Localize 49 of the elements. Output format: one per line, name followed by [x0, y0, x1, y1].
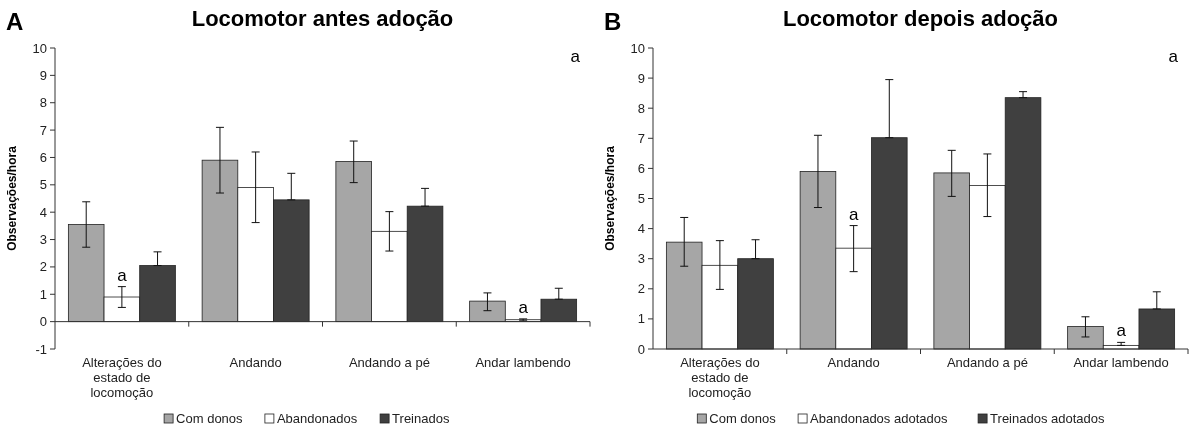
- y-tick-label: 4: [39, 204, 47, 220]
- legend-label: Com donos: [176, 411, 244, 426]
- y-tick-label: 1: [637, 311, 645, 327]
- y-tick-label: 5: [39, 177, 47, 193]
- annotation: a: [518, 297, 529, 317]
- text: B: [604, 8, 622, 35]
- y-axis-title: Observações/hora: [5, 145, 19, 251]
- y-axis-title: Observações/hora: [603, 145, 617, 251]
- y-tick-label: 0: [637, 341, 645, 357]
- chart-title: Locomotor depois adoção: [782, 6, 1059, 31]
- x-tick-label: Alterações do estado de locomoção: [82, 355, 162, 400]
- y-tick-label: 10: [630, 40, 645, 56]
- y-tick-label: 2: [637, 281, 645, 297]
- y-tick-label: 10: [32, 40, 47, 56]
- y-tick-label: 4: [637, 221, 645, 237]
- y-tick-label: 3: [39, 232, 47, 248]
- y-tick-label: -1: [35, 341, 47, 357]
- y-tick-label: 0: [39, 314, 47, 330]
- legend-label: Abandonados adotados: [810, 411, 948, 426]
- y-tick-label: 6: [39, 150, 47, 165]
- x-tick-label: Andando a pé: [946, 355, 1028, 370]
- y-tick-label: 7: [39, 122, 47, 138]
- annotation: a: [848, 204, 859, 224]
- y-tick-label: 2: [39, 259, 47, 275]
- y-tick-label: 5: [637, 191, 645, 207]
- y-tick-label: 8: [39, 95, 47, 111]
- x-tick-label: Alterações do estado de locomoção: [680, 355, 760, 400]
- x-tick-label: Andando a pé: [348, 355, 430, 370]
- chart-title: Locomotor antes adoção: [191, 6, 454, 31]
- legend-label: Treinados: [392, 411, 450, 426]
- text: A: [6, 8, 24, 35]
- annotation: a: [570, 47, 581, 66]
- y-tick-label: 7: [637, 130, 645, 146]
- y-tick-label: 1: [39, 286, 47, 302]
- annotation: a: [117, 265, 128, 285]
- annotation: a: [1168, 47, 1179, 66]
- x-tick-label: Andando: [827, 355, 880, 370]
- x-tick-label: Andar lambendo: [475, 355, 571, 370]
- legend-label: Com donos: [709, 411, 777, 426]
- y-tick-label: 9: [637, 70, 645, 86]
- y-tick-label: 8: [637, 100, 645, 116]
- x-tick-label: Andando: [229, 355, 282, 370]
- legend-label: Treinados adotados: [990, 411, 1106, 426]
- annotation: a: [1116, 321, 1127, 341]
- legend-label: Abandonados: [276, 411, 358, 426]
- y-tick-label: 9: [39, 67, 47, 83]
- y-tick-label: 3: [637, 251, 645, 267]
- x-tick-label: Andar lambendo: [1073, 355, 1169, 370]
- y-tick-label: 6: [637, 160, 645, 176]
